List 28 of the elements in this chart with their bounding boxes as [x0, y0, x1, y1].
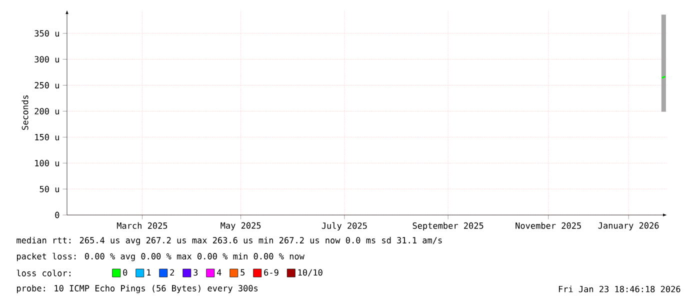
x-tick-label: March 2025: [116, 222, 168, 229]
legend-label: 5: [240, 269, 245, 276]
y-tick-label: 250 u: [34, 82, 59, 88]
legend-label: 0: [123, 269, 128, 276]
x-tick-label: September 2025: [412, 222, 484, 231]
y-tick-label: 150 u: [35, 134, 59, 140]
y-tick-label: 0: [55, 212, 60, 218]
y-tick-label: 100 u: [35, 160, 59, 166]
y-tick-label: 200 u: [34, 108, 59, 114]
text: probe: 10 ICMP Echo Pings (56 Bytes) every 300s: [16, 284, 258, 294]
x-tick-label: November 2025: [516, 222, 581, 229]
x-tick-label: July 2025: [322, 222, 367, 231]
y-tick-label: 300 u: [34, 56, 59, 63]
x-tick-label: January 2026: [598, 222, 659, 230]
legend-label: 2: [170, 269, 174, 276]
text: median rtt: 265.4 us avg 267.2 us max 263.6 us min 267.2 us now 0.0 ms sd 31.1 am/s: [16, 236, 442, 246]
x-tick-label: May 2025: [220, 222, 261, 230]
legend-label: 4: [217, 269, 222, 276]
y-tick-label: 50 u: [40, 186, 59, 192]
legend-label: 1: [147, 269, 151, 276]
legend-label: 10/10: [298, 269, 322, 276]
legend-title: loss color:: [16, 270, 70, 276]
y-axis-title: Seconds: [22, 95, 28, 130]
y-tick-label: 350 u: [34, 30, 59, 37]
legend-label: 3: [194, 269, 198, 276]
legend-label: 6-9: [264, 269, 278, 276]
text: packet loss: 0.00 % avg 0.00 % max 0.00 % min 0.00 % now: [16, 252, 304, 262]
text: Fri Jan 23 18:46:18 2026: [558, 286, 680, 292]
